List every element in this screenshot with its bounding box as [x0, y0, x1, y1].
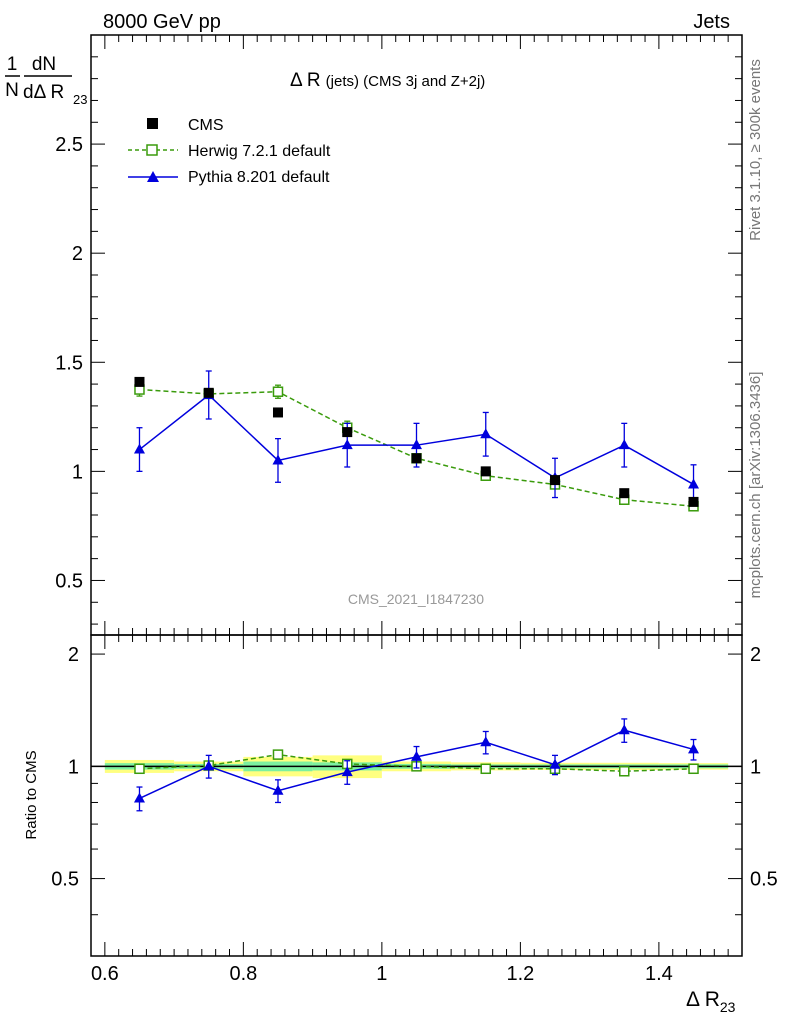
cms-point: [688, 496, 699, 507]
y-tick-label: 2: [72, 243, 83, 265]
ratio-panel: 0.5 0.5 1 1 2 2 0.6 0.8 1 1.2 1.4: [51, 634, 778, 985]
ratio-pythia-point: [688, 743, 700, 754]
x-tick-label: 0.6: [91, 963, 119, 985]
ratio-y-tick-label-right: 0.5: [750, 869, 778, 891]
legend-label-cms: CMS: [188, 117, 224, 134]
ylabel-dr: dΔ R: [23, 82, 64, 103]
y-tick-label: 1.5: [55, 352, 83, 374]
y-tick-label: 1: [72, 461, 83, 483]
cms-point: [480, 466, 491, 477]
ratio-pythia-point: [549, 758, 561, 769]
legend: CMS Herwig 7.2.1 default Pythia 8.201 de…: [128, 117, 331, 186]
header-left: 8000 GeV pp: [103, 11, 221, 33]
legend-marker-cms: [147, 118, 158, 129]
y-tick-label: 2.5: [55, 134, 83, 156]
pythia-point: [480, 428, 492, 439]
ratio-pythia-point: [618, 724, 630, 735]
legend-marker-pythia: [147, 171, 159, 182]
x-tick-label: 0.8: [229, 963, 257, 985]
main-ylabel: 1 N dN dΔ R 23: [5, 54, 87, 107]
ratio-herwig-point: [134, 763, 145, 775]
ylabel-num: 1: [7, 54, 18, 75]
ratio-pythia-point: [203, 760, 215, 771]
cms-point: [272, 407, 283, 418]
ratio-y-tick-label: 0.5: [51, 869, 79, 891]
pythia-point: [411, 439, 422, 450]
pythia-point: [618, 439, 630, 450]
ratio-pythia-point: [133, 792, 145, 803]
cms-point: [550, 475, 561, 486]
ratio-y-tick-label-right: 1: [750, 756, 761, 778]
ratio-y-tick-label: 1: [68, 756, 79, 778]
herwig-point: [272, 386, 284, 397]
plot-title: Δ R (jets) (CMS 3j and Z+2j): [290, 70, 485, 91]
ratio-pythia-point: [272, 784, 284, 795]
side-text-top: Rivet 3.1.10, ≥ 300k events: [747, 59, 764, 241]
ratio-ylabel: Ratio to CMS: [23, 750, 40, 839]
ratio-pythia-point: [341, 766, 353, 777]
header-right: Jets: [693, 11, 730, 33]
ratio-pythia-point: [480, 736, 492, 747]
y-tick-label: 0.5: [55, 570, 83, 592]
ylabel-den: N: [5, 80, 19, 101]
ratio-pythia-point: [411, 750, 422, 761]
side-text-bottom: mcplots.cern.ch [arXiv:1306.3436]: [747, 372, 764, 599]
ratio-herwig-point: [480, 763, 492, 775]
legend-label-herwig: Herwig 7.2.1 default: [188, 143, 331, 160]
ratio-herwig-point: [688, 763, 699, 775]
ratio-y-tick-label: 2: [68, 644, 79, 666]
pythia-point: [341, 439, 353, 450]
xlabel: Δ R23: [686, 988, 736, 1015]
ylabel-sub: 23: [73, 92, 87, 107]
pythia-point: [688, 478, 700, 489]
pythia-point: [133, 443, 145, 454]
cms-point: [134, 376, 145, 387]
ratio-herwig-point: [272, 749, 284, 760]
watermark: CMS_2021_I1847230: [348, 591, 484, 607]
cms-point: [619, 488, 630, 499]
ratio-frame: [90, 634, 743, 957]
x-tick-label: 1.2: [506, 963, 534, 985]
legend-marker-herwig: [146, 144, 158, 156]
main-panel: 0.5 1 1.5 2 2.5: [55, 34, 743, 636]
legend-label-pythia: Pythia 8.201 default: [188, 169, 330, 186]
cms-point: [342, 427, 353, 438]
ratio-y-tick-label-right: 2: [750, 644, 761, 666]
x-tick-label: 1: [376, 963, 387, 985]
ratio-herwig-point: [619, 766, 630, 777]
x-tick-label: 1.4: [645, 963, 673, 985]
ratio-herwig-line: [139, 753, 694, 773]
cms-point: [411, 453, 422, 464]
pythia-point: [272, 454, 284, 465]
cms-point: [203, 387, 214, 398]
ylabel-dn: dN: [32, 54, 56, 75]
